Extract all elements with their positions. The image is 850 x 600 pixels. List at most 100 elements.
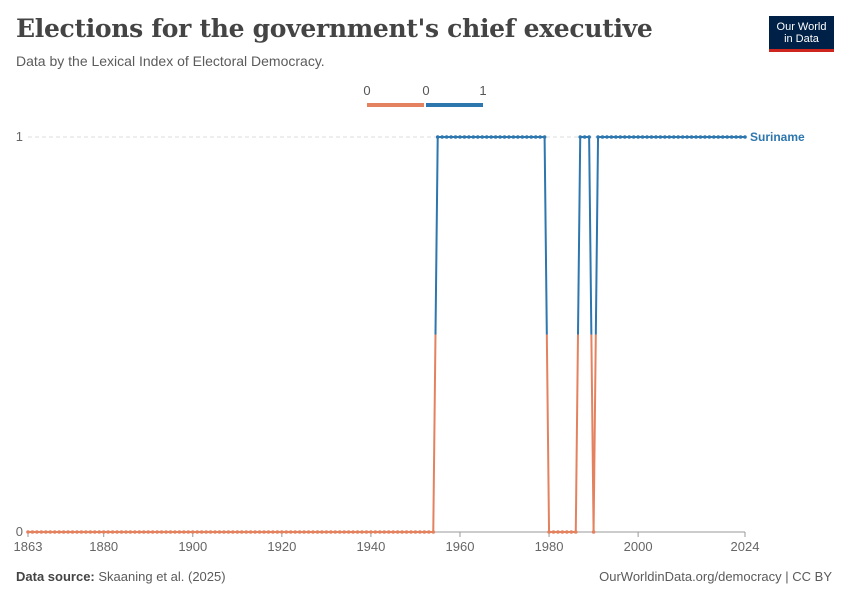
data-point — [110, 530, 115, 534]
series-line-segment — [432, 334, 437, 533]
data-point — [302, 530, 306, 534]
chart-subtitle: Data by the Lexical Index of Electoral D… — [16, 53, 325, 69]
legend-high-label: 1 — [479, 83, 486, 98]
data-point — [560, 530, 565, 534]
data-point — [351, 530, 355, 534]
data-point — [333, 530, 338, 534]
data-point — [703, 135, 707, 139]
data-point — [115, 530, 119, 534]
data-point — [128, 530, 133, 534]
data-point — [498, 135, 502, 139]
data-point — [680, 135, 685, 139]
series-line-segment — [574, 334, 579, 533]
y-tick-label: 1 — [16, 129, 23, 144]
series-line-segment — [545, 334, 551, 533]
data-point — [346, 530, 351, 534]
data-point — [627, 135, 632, 139]
data-point — [720, 135, 725, 139]
data-point — [320, 530, 324, 534]
series-line-segment — [588, 136, 593, 335]
legend-low-label: 0 — [363, 83, 370, 98]
y-tick-label: 0 — [16, 524, 23, 539]
series-line-segment — [594, 136, 600, 335]
x-tick-label: 1920 — [267, 539, 296, 554]
data-point — [475, 135, 480, 139]
data-point — [542, 135, 547, 139]
data-point — [645, 135, 649, 139]
data-point — [427, 530, 431, 534]
data-point — [538, 135, 542, 139]
data-point — [39, 530, 44, 534]
data-point — [329, 530, 333, 534]
data-point — [689, 135, 694, 139]
data-point — [164, 530, 168, 534]
data-point — [204, 530, 208, 534]
data-point — [88, 530, 93, 534]
data-point — [422, 530, 427, 534]
legend-low-label: 0 — [422, 83, 429, 98]
data-point — [213, 530, 217, 534]
data-point — [453, 135, 458, 139]
data-point — [707, 135, 712, 139]
data-source: Data source: Skaaning et al. (2025) — [16, 569, 226, 584]
data-source-link[interactable]: Skaaning et al. (2025) — [98, 569, 226, 584]
data-point — [400, 530, 404, 534]
data-point — [35, 530, 39, 534]
data-point — [467, 135, 471, 139]
data-point — [471, 135, 476, 139]
owid-logo[interactable]: Our World in Data — [769, 16, 834, 52]
data-point — [716, 135, 721, 139]
data-point — [622, 135, 627, 139]
owid-url[interactable]: OurWorldinData.org/democracy | CC BY — [599, 569, 832, 584]
series-line-segment — [576, 136, 582, 335]
x-tick-label: 1940 — [356, 539, 385, 554]
data-point — [685, 135, 689, 139]
data-point — [582, 135, 587, 139]
data-point — [195, 530, 200, 534]
data-point — [663, 135, 667, 139]
data-point — [360, 530, 364, 534]
data-point — [79, 530, 84, 534]
data-point — [124, 530, 128, 534]
data-point — [168, 530, 173, 534]
data-point — [315, 530, 320, 534]
series-line-segment — [592, 334, 597, 533]
series-line-segment — [543, 136, 548, 335]
data-point — [257, 530, 262, 534]
data-point — [502, 135, 507, 139]
data-point — [306, 530, 311, 534]
line-chart: 0 1 1863 1880 1900 1920 1940 1960 1980 2000 2024 Su… — [14, 83, 805, 554]
data-point — [342, 530, 346, 534]
data-point — [101, 530, 106, 534]
data-point — [373, 530, 378, 534]
series-label-suriname: Suriname — [750, 130, 805, 144]
data-point — [551, 530, 556, 534]
data-point — [520, 135, 525, 139]
data-point — [511, 135, 516, 139]
data-point — [262, 530, 266, 534]
data-point — [288, 530, 293, 534]
data-point — [449, 135, 453, 139]
data-point — [484, 135, 489, 139]
legend-bar — [367, 103, 424, 107]
data-point — [266, 530, 271, 534]
data-point — [48, 530, 53, 534]
data-point — [698, 135, 703, 139]
data-point — [146, 530, 151, 534]
data-point — [239, 530, 244, 534]
logo-line-2: in Data — [784, 33, 819, 45]
data-point — [235, 530, 240, 534]
data-point — [337, 530, 342, 534]
data-point — [70, 530, 75, 534]
data-point — [533, 135, 538, 139]
data-point — [275, 530, 280, 534]
data-point — [248, 530, 253, 534]
data-point — [57, 530, 61, 534]
data-point — [649, 135, 654, 139]
data-point — [284, 530, 289, 534]
x-tick-label: 1900 — [178, 539, 207, 554]
x-tick-label: 1960 — [446, 539, 475, 554]
data-point — [155, 530, 159, 534]
data-point — [226, 530, 231, 534]
data-point — [26, 530, 30, 534]
